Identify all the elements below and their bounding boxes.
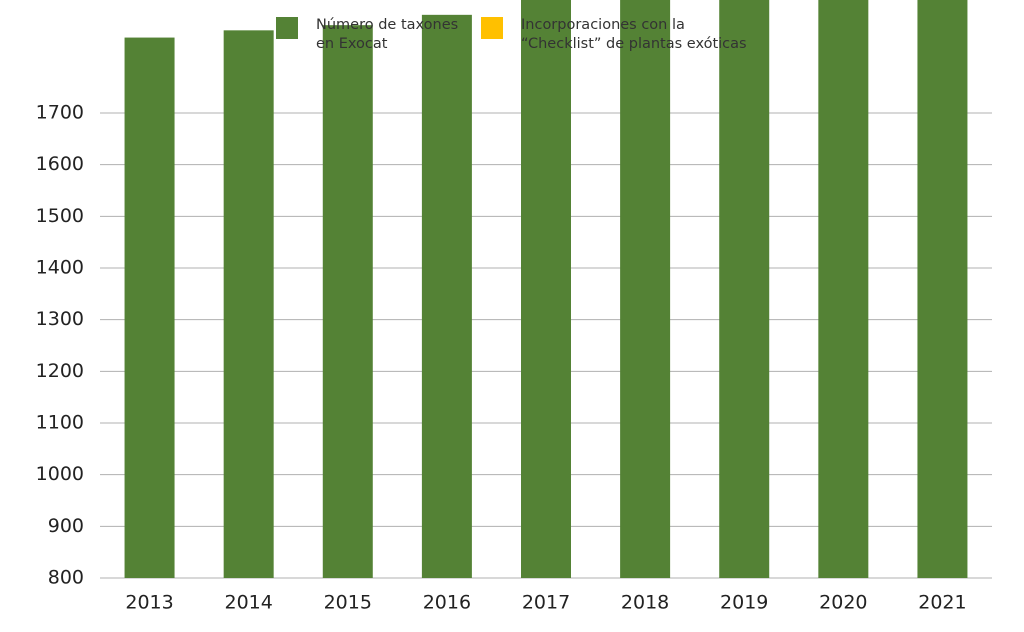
legend-swatch: [481, 17, 503, 39]
x-tick-label: 2021: [918, 592, 966, 614]
y-tick-label: 1700: [36, 102, 84, 124]
y-tick-label: 900: [48, 515, 84, 537]
bar: [223, 30, 274, 579]
bar: [917, 0, 968, 578]
y-tick-label: 800: [48, 567, 84, 589]
y-tick-label: 1200: [36, 360, 84, 382]
x-tick-label: 2018: [621, 592, 669, 614]
x-tick-label: 2016: [423, 592, 471, 614]
legend-label: Incorporaciones con la “Checklist” de pl…: [521, 17, 747, 52]
y-tick-label: 1300: [36, 308, 84, 330]
x-tick-label: 2017: [522, 592, 570, 614]
bar: [719, 0, 770, 578]
y-tick-label: 1500: [36, 205, 84, 227]
legend-label: Número de taxones en Exocat: [316, 17, 459, 52]
bar: [521, 0, 571, 578]
bar: [421, 14, 472, 579]
bar: [620, 0, 671, 579]
y-tick-label: 1600: [36, 153, 84, 175]
bar: [124, 37, 175, 579]
legend-swatch: [276, 17, 298, 39]
y-tick-label: 1100: [36, 412, 84, 434]
x-tick-label: 2013: [125, 592, 173, 614]
x-tick-label: 2020: [819, 592, 867, 614]
legend-item: Incorporaciones con la “Checklist” de pl…: [481, 16, 761, 54]
legend-item: Número de taxones en Exocat: [276, 16, 476, 54]
y-tick-label: 1400: [36, 257, 84, 279]
y-tick-label: 1000: [36, 463, 84, 485]
x-tick-label: 2019: [720, 592, 768, 614]
bar: [818, 0, 869, 578]
x-tick-label: 2014: [224, 592, 272, 614]
bar: [322, 25, 373, 578]
x-tick-label: 2015: [324, 592, 372, 614]
